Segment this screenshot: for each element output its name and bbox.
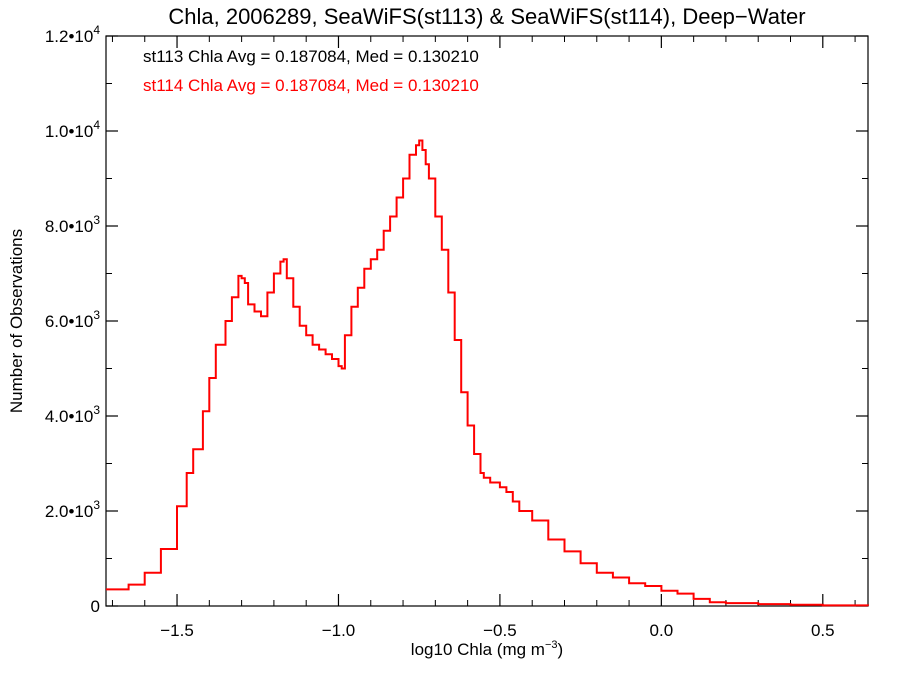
y-tick-label-exp: 3 xyxy=(93,498,100,512)
plot-frame xyxy=(105,35,869,607)
chart-title: Chla, 2006289, SeaWiFS(st113) & SeaWiFS(… xyxy=(168,4,805,29)
y-tick-label: 2.0•103 xyxy=(45,498,101,521)
y-tick-label: 0 xyxy=(91,597,100,616)
annotation-st114: st114 Chla Avg = 0.187084, Med = 0.13021… xyxy=(143,76,479,95)
annotation-st113: st113 Chla Avg = 0.187084, Med = 0.13021… xyxy=(143,47,479,66)
y-tick-label-base: 8.0•10 xyxy=(45,217,94,236)
y-tick-label: 8.0•103 xyxy=(45,213,101,236)
y-tick-label: 1.0•104 xyxy=(45,118,101,141)
series-group xyxy=(106,139,869,607)
y-tick-label-base: 0 xyxy=(91,597,100,616)
y-tick-label-base: 4.0•10 xyxy=(45,407,94,426)
x-tick-label: −1.5 xyxy=(160,621,194,640)
y-tick-label-base: 6.0•10 xyxy=(45,312,94,331)
y-tick-label: 6.0•103 xyxy=(45,308,101,331)
x-tick-label: 0.0 xyxy=(650,621,674,640)
y-tick-label-exp: 3 xyxy=(93,403,100,417)
y-tick-label-base: 2.0•10 xyxy=(45,502,94,521)
x-axis-label-tail: ) xyxy=(558,640,564,659)
x-tick-label: −0.5 xyxy=(483,621,517,640)
y-tick-label-exp: 4 xyxy=(93,23,100,37)
y-tick-label-exp: 3 xyxy=(93,213,100,227)
y-axis-label: Number of Observations xyxy=(7,229,26,413)
y-tick-label-exp: 4 xyxy=(93,118,100,132)
y-tick-label: 4.0•103 xyxy=(45,403,101,426)
y-axis: 02.0•1034.0•1036.0•1038.0•1031.0•1041.2•… xyxy=(45,23,868,616)
y-tick-label-exp: 3 xyxy=(93,308,100,322)
x-tick-label: 0.5 xyxy=(811,621,835,640)
y-tick-label: 1.2•104 xyxy=(45,23,101,46)
x-axis: −1.5 −1.0 −0.5 0.0 0.5 xyxy=(111,36,856,640)
y-tick-label-base: 1.0•10 xyxy=(45,122,94,141)
y-tick-label-base: 1.2•10 xyxy=(45,27,94,46)
series-line-0 xyxy=(106,139,869,607)
x-tick-label: −1.0 xyxy=(322,621,356,640)
x-axis-label-main: log10 Chla (mg m xyxy=(411,640,545,659)
x-axis-label-sup: −3 xyxy=(545,639,558,651)
x-axis-label: log10 Chla (mg m−3) xyxy=(411,639,563,659)
